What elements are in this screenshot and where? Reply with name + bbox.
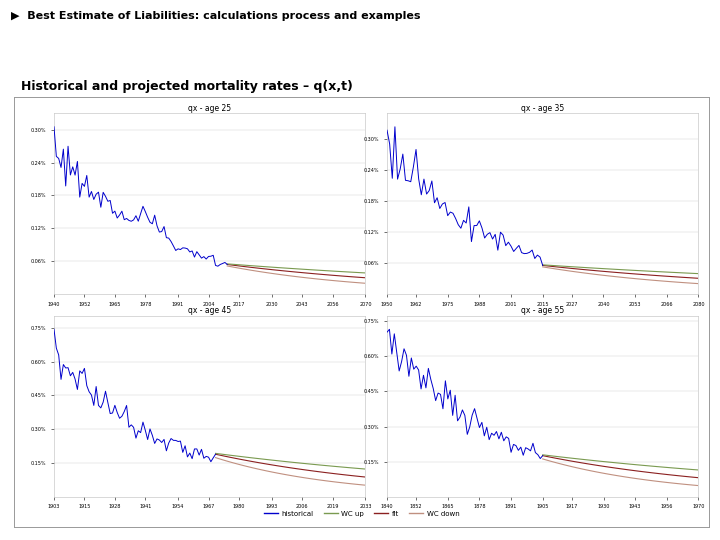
- Text: 65: 65: [688, 45, 702, 55]
- Legend: historical, WC up, fit, WC down: historical, WC up, fit, WC down: [261, 508, 462, 519]
- Text: Historical and projected mortality rates – q(x,t): Historical and projected mortality rates…: [22, 80, 354, 93]
- Title: qx - age 35: qx - age 35: [521, 104, 564, 113]
- Title: qx - age 25: qx - age 25: [188, 104, 231, 113]
- Text: Mortality assumptions – Lee Carter model Example (Italy): Mortality assumptions – Lee Carter model…: [11, 43, 487, 57]
- Title: qx - age 45: qx - age 45: [188, 306, 231, 315]
- Text: ▶  Best Estimate of Liabilities: calculations process and examples: ▶ Best Estimate of Liabilities: calculat…: [11, 11, 420, 22]
- Title: qx - age 55: qx - age 55: [521, 306, 564, 315]
